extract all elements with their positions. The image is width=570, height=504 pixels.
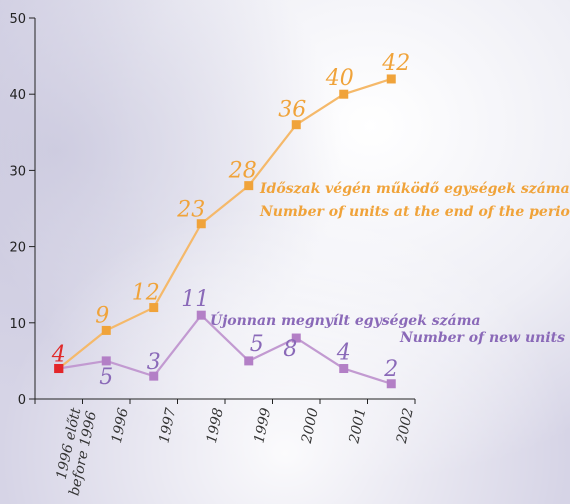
series-new-line (58, 314, 392, 385)
series-new-point (339, 364, 349, 374)
series-total-data-label: 42 (381, 51, 410, 76)
series-total-point (149, 303, 159, 313)
x-tick-label: 2000 (299, 406, 322, 445)
y-tick-label: 0 (18, 393, 26, 408)
series-total-data-label: 40 (325, 66, 354, 91)
series-total-point (244, 181, 254, 191)
series-total-data-label: 28 (228, 159, 257, 184)
series-total-data-label: 12 (132, 281, 160, 306)
x-tick-label: 1998 (204, 406, 227, 444)
x-tick-label: 2002 (394, 406, 417, 445)
series-new-point (54, 364, 64, 374)
series-new-data-label: 8 (283, 337, 297, 362)
x-tick-label: 2001 (346, 407, 369, 446)
series-new-point (244, 356, 254, 366)
legend: Időszak végén működő egységek száma Numb… (210, 181, 570, 346)
legend-new-hu: Újonnan megnyílt egységek száma (210, 311, 481, 329)
series-total-point (101, 325, 111, 335)
y-tick-label: 20 (9, 241, 26, 256)
series-total-point (291, 120, 301, 130)
legend-total-en: Number of units at the end of the period (259, 204, 570, 220)
series-total-data-label: 23 (176, 198, 205, 223)
y-tick-label: 10 (9, 317, 26, 332)
series-new-point (149, 371, 159, 381)
series-new-point (386, 379, 396, 389)
legend-total-hu: Időszak végén működő egységek száma (259, 181, 570, 197)
y-tick-label: 50 (9, 12, 26, 27)
series-new-point (101, 356, 111, 366)
series-total-data-label: 9 (95, 303, 109, 328)
series-markers (54, 74, 396, 389)
series-total-line (58, 77, 392, 370)
y-tick-label: 30 (9, 164, 26, 179)
y-tick-label: 40 (9, 88, 26, 103)
series-total-point (386, 74, 396, 84)
series-new-data-label: 5 (99, 365, 113, 390)
series-total-data-label: 36 (278, 98, 306, 123)
series-new-data-label: 5 (250, 332, 264, 357)
series-new-data-label: 4 (336, 341, 351, 366)
series-new-data-label: 3 (147, 350, 161, 375)
series-total-point (339, 89, 349, 99)
series-new-point (196, 310, 206, 320)
series-new-data-label: 2 (383, 357, 398, 382)
x-tick-label: 1997 (156, 406, 179, 444)
series-new-data-label: 11 (181, 287, 209, 312)
series-total-point (196, 219, 206, 229)
legend-new-en: Number of new units (399, 330, 565, 346)
x-tick-label: 1999 (251, 406, 274, 444)
series-new-point (291, 333, 301, 343)
series-lines (58, 77, 392, 385)
x-tick-label: 1996 (109, 406, 132, 444)
first-data-label: 4 (51, 343, 66, 368)
